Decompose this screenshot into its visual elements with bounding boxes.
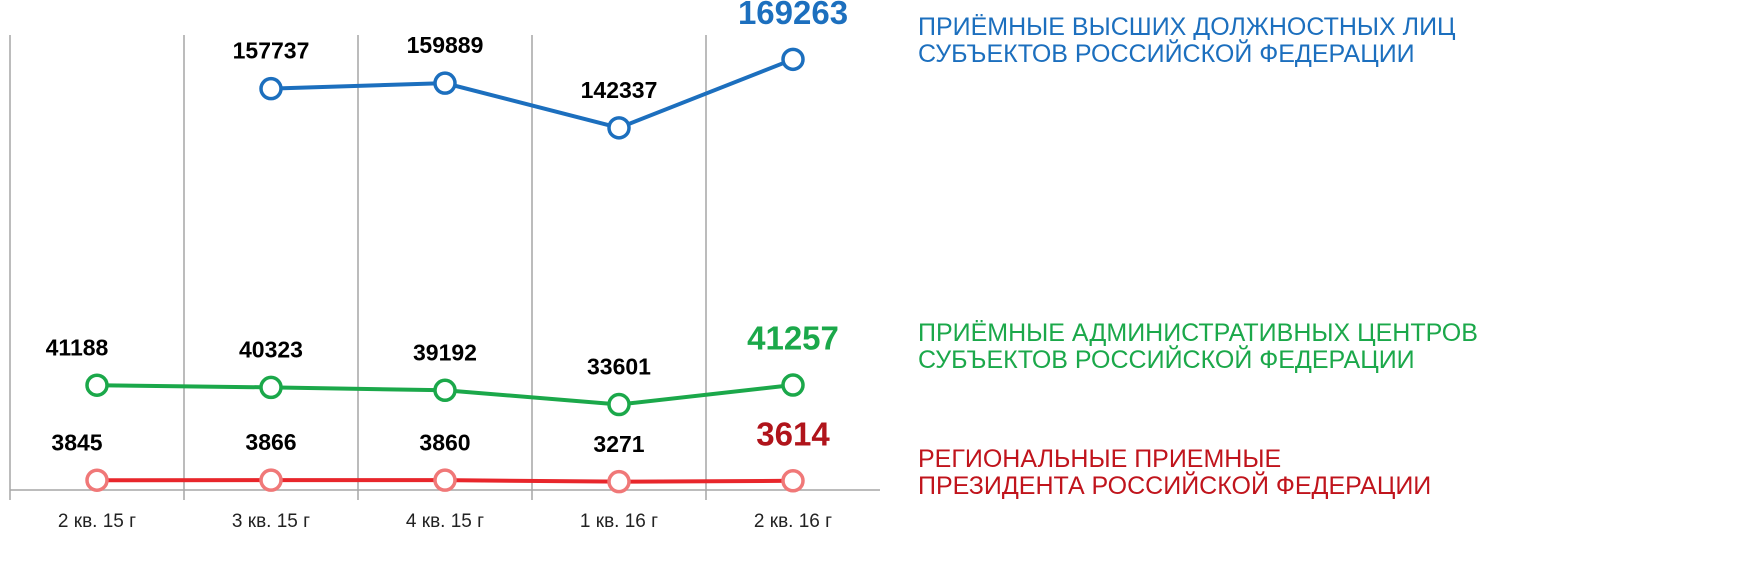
value-label: 41257 [747,320,839,357]
marker [259,468,283,492]
legend-entry: ПРИЁМНЫЕ АДМИНИСТРАТИВНЫХ ЦЕНТРОВ СУБЪЕК… [918,319,1478,374]
x-tick-label: 3 кв. 15 г [232,511,310,532]
value-label: 3271 [593,431,644,457]
marker [259,76,283,101]
value-label: 3866 [245,429,296,455]
marker [433,71,457,95]
marker [433,378,457,403]
series-line [270,57,794,130]
marker [85,373,109,397]
marker [781,47,805,72]
x-tick-label: 1 кв. 16 г [580,511,658,532]
legend-entry: ПРИЁМНЫЕ ВЫСШИХ ДОЛЖНОСТНЫХ ЛИЦ СУБЪЕКТО… [918,13,1456,68]
value-label: 33601 [587,354,651,380]
value-label: 3845 [51,429,102,455]
value-label: 157737 [233,38,310,64]
value-label: 40323 [239,336,303,362]
marker [607,469,631,494]
chart: 2 кв. 15 г 3 кв. 15 г 4 кв. 15 г 1 кв. 16 г… [9,0,880,532]
marker [781,373,805,397]
marker [607,392,631,417]
x-tick-label: 2 кв. 16 г [754,511,832,532]
value-label: 142337 [581,77,658,103]
marker [85,468,109,492]
value-label: 3614 [756,416,830,453]
value-label: 159889 [407,32,484,58]
value-label: 3860 [419,429,470,455]
x-tick-label: 4 кв. 15 г [406,511,484,532]
value-label: 169263 [738,0,848,31]
marker [607,116,631,140]
marker [781,469,805,493]
marker [433,468,457,492]
x-tick-label: 2 кв. 15 г [58,511,136,532]
legend-entry: РЕГИОНАЛЬНЫЕ ПРИЕМНЫЕ ПРЕЗИДЕНТА РОССИЙС… [918,445,1432,500]
value-label: 41188 [46,334,109,360]
value-label: 39192 [413,339,477,365]
marker [259,375,283,400]
